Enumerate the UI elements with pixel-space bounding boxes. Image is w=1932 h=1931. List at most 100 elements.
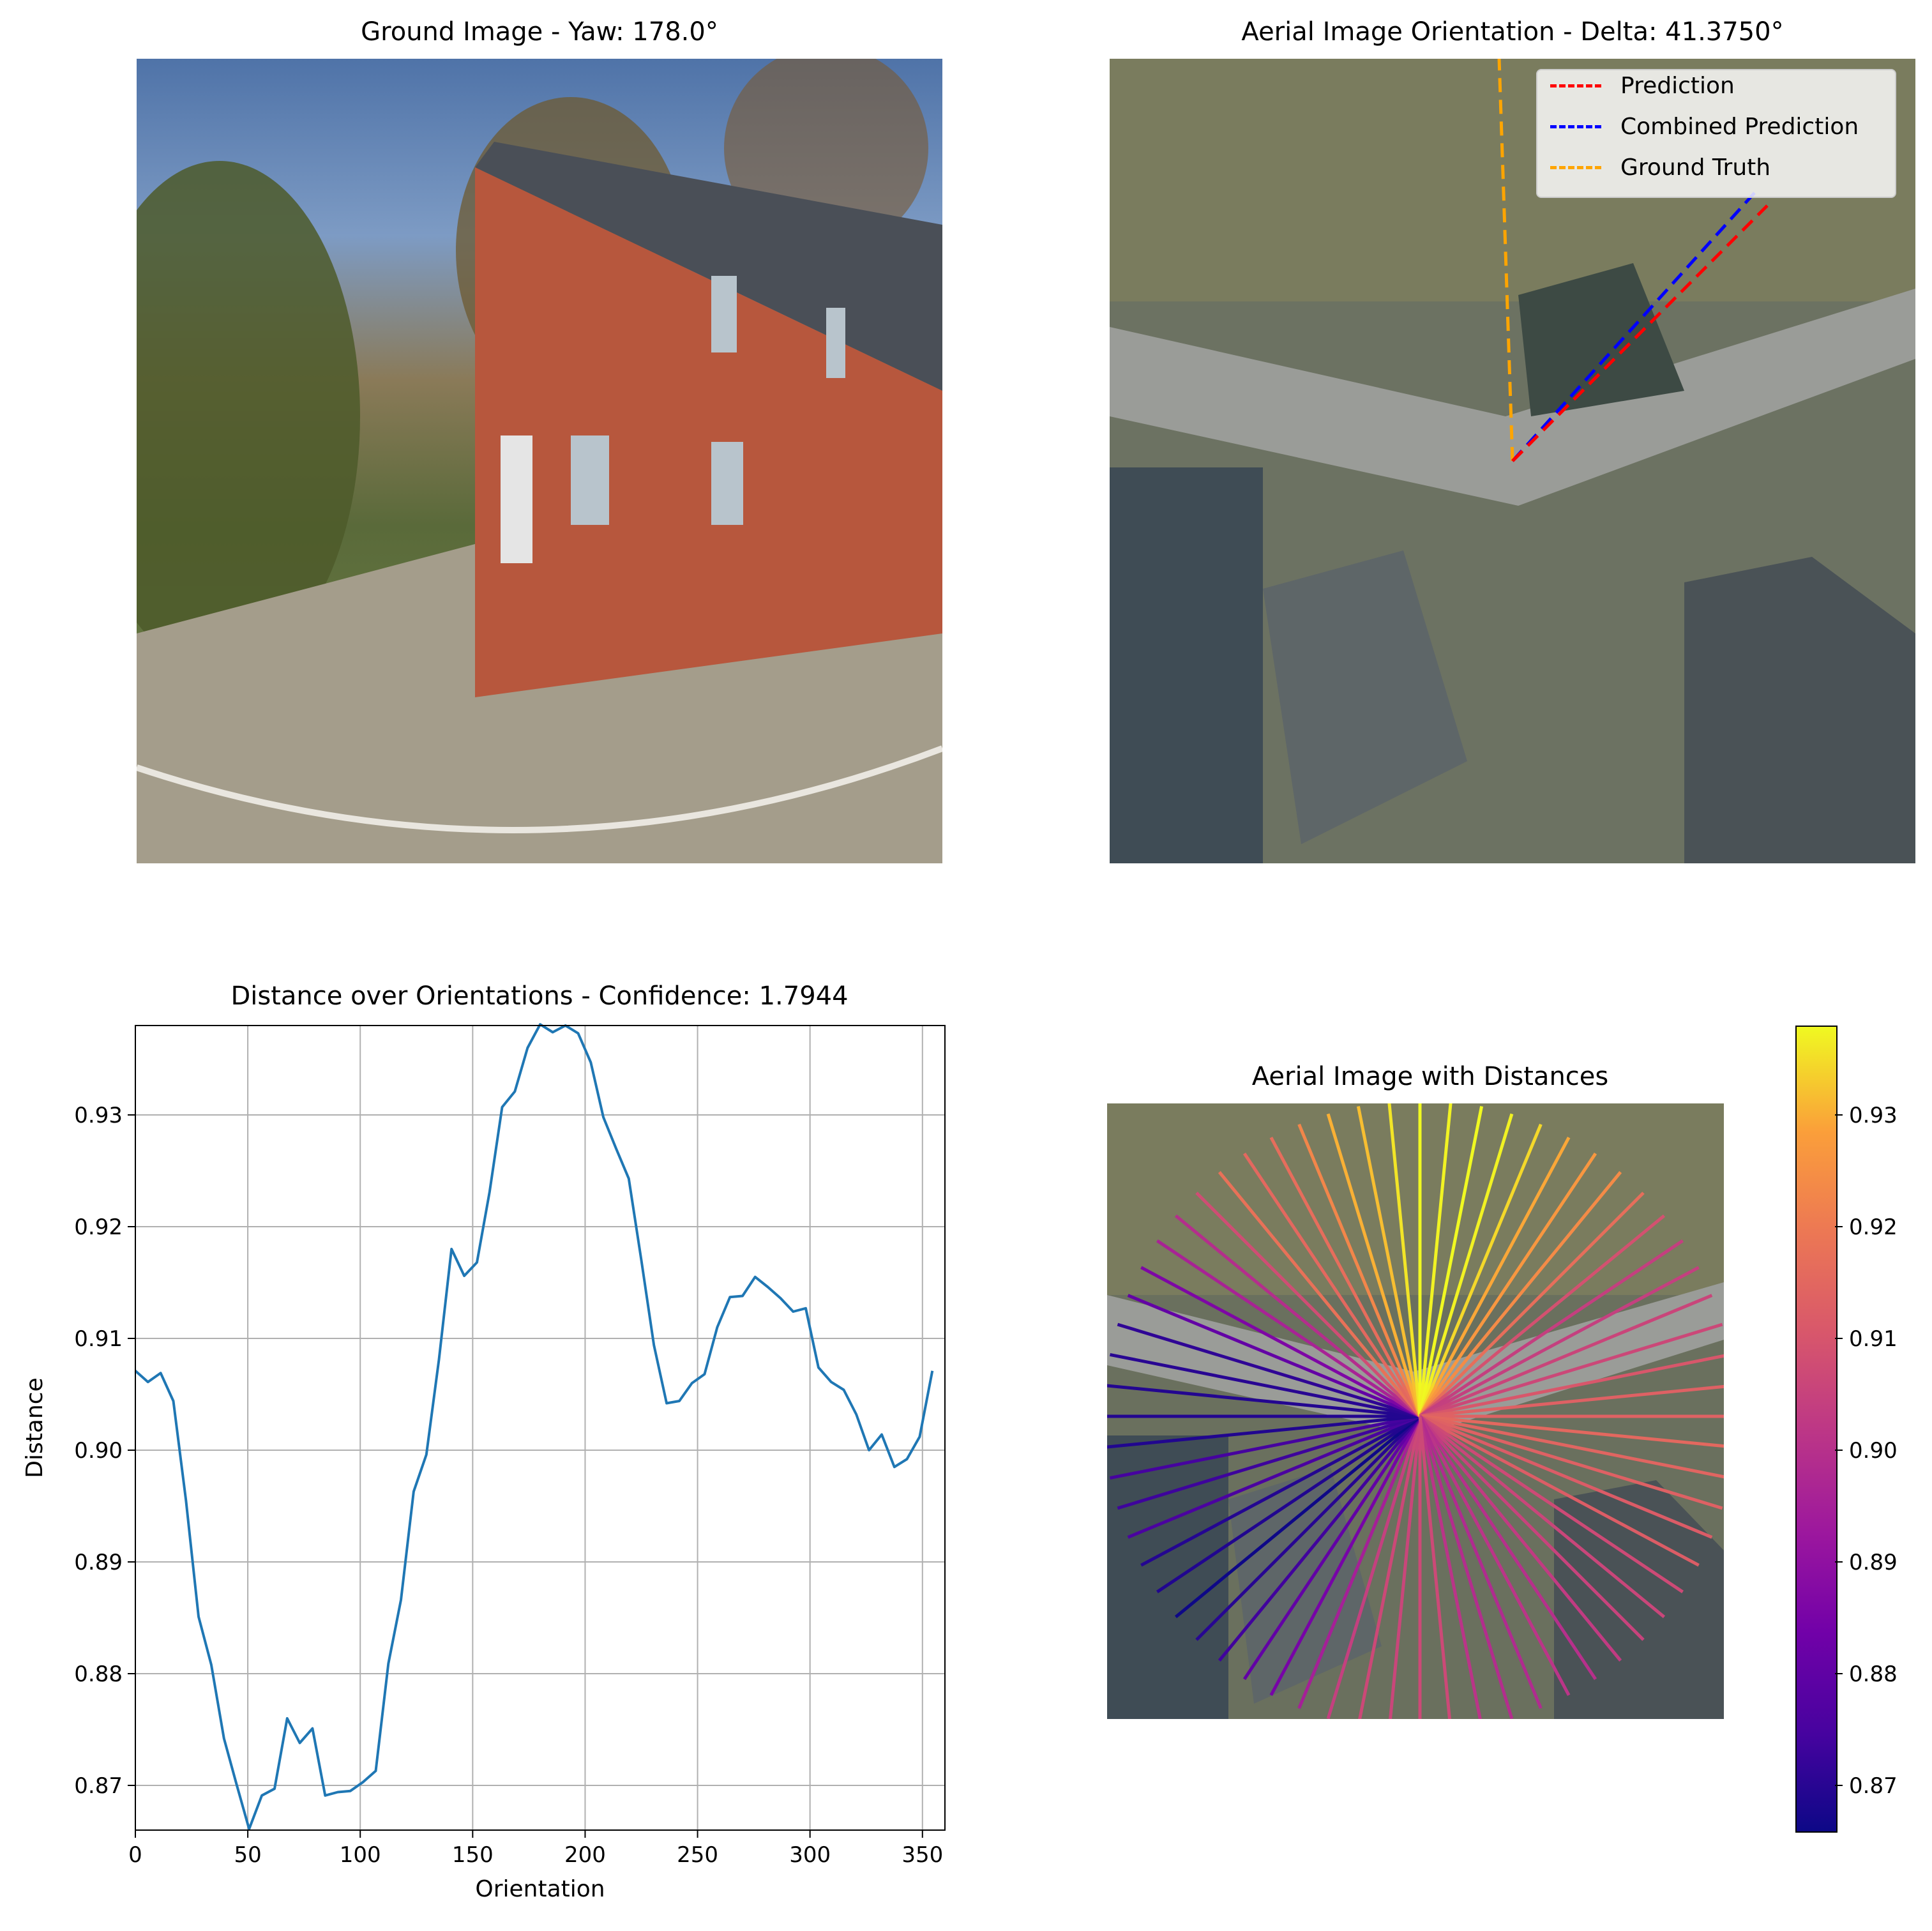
distance-ray	[1419, 1354, 1724, 1418]
distance-series-line	[134, 1023, 934, 1831]
distance-ray	[1419, 1414, 1723, 1510]
x-tick-label: 50	[234, 1842, 261, 1868]
legend-ground-truth-label: Ground Truth	[1620, 155, 1771, 181]
distance-ray	[1218, 1415, 1421, 1662]
distance-ray	[1326, 1416, 1422, 1719]
y-axis-label: Distance	[22, 1377, 48, 1478]
distance-ray	[1297, 1416, 1422, 1709]
colorbar-tick-label: 0.91	[1849, 1326, 1898, 1352]
distance-ray	[1218, 1170, 1421, 1418]
distance-ray	[1356, 1106, 1422, 1417]
x-tick-label: 350	[902, 1842, 943, 1868]
distance-rays	[1107, 1103, 1724, 1719]
x-tick-label: 300	[789, 1842, 831, 1868]
ground-image-drawing	[137, 59, 942, 863]
x-tick-label: 150	[452, 1842, 494, 1868]
distance-ray	[1419, 1414, 1700, 1567]
y-tick-label: 0.90	[74, 1438, 123, 1464]
legend-prediction-label: Prediction	[1620, 73, 1735, 99]
distance-ray	[1419, 1322, 1723, 1418]
x-tick-label: 100	[340, 1842, 381, 1868]
distance-ray	[1107, 1384, 1421, 1418]
distance-ray	[1174, 1415, 1421, 1619]
distance-ray	[1110, 1414, 1421, 1480]
plot-frame	[135, 1025, 946, 1831]
ground-truth-line	[1497, 59, 1514, 462]
distance-ray	[1419, 1415, 1622, 1662]
distance-ray	[1418, 1415, 1597, 1680]
distance-line-chart: 0 50 100 150 200 250 300 350 0.87 0.88 0.89 0.90 0.9…	[22, 1023, 946, 1902]
colorbar	[1795, 1026, 1838, 1833]
x-tick-label: 200	[564, 1842, 606, 1868]
distance-ray	[1269, 1137, 1422, 1418]
distance-ray	[1297, 1123, 1422, 1417]
legend-ground-truth-swatch	[1550, 166, 1601, 169]
distance-ray	[1419, 1414, 1684, 1594]
distance-ray	[1419, 1192, 1645, 1418]
distance-ray	[1418, 1106, 1484, 1417]
y-tick-label: 0.91	[74, 1326, 123, 1352]
y-tick-label: 0.89	[74, 1550, 123, 1575]
distance-ray	[1195, 1192, 1421, 1418]
aerial-distances-image	[1107, 1103, 1724, 1719]
colorbar-axis: 0.87 0.88 0.89 0.90 0.91 0.92 0.93	[1835, 1103, 1898, 1799]
distance-ray	[1174, 1214, 1421, 1418]
distance-ray	[1127, 1294, 1421, 1418]
distance-ray	[1419, 1294, 1713, 1418]
y-tick-label: 0.87	[74, 1773, 123, 1799]
combined-prediction-line	[1511, 192, 1756, 462]
distance-ray	[1117, 1414, 1421, 1510]
distance-ray	[1418, 1153, 1597, 1418]
ground-image-title: Ground Image - Yaw: 178.0°	[361, 17, 718, 47]
x-tick-label: 250	[677, 1842, 718, 1868]
y-tick-label: 0.88	[74, 1662, 123, 1687]
legend-combined-label: Combined Prediction	[1620, 114, 1859, 140]
aerial-orientation-title: Aerial Image Orientation - Delta: 41.375…	[1241, 17, 1784, 47]
aerial-image: Prediction Combined Prediction Ground Tr…	[1110, 59, 1915, 863]
distance-ray	[1195, 1415, 1421, 1641]
distance-ray	[1389, 1416, 1422, 1719]
colorbar-tick-label: 0.88	[1849, 1662, 1898, 1687]
distance-ray	[1419, 1384, 1724, 1418]
distance-ray	[1127, 1414, 1421, 1539]
colorbar-tick-label: 0.89	[1849, 1550, 1898, 1575]
distance-ray	[1326, 1113, 1422, 1417]
distance-ray	[1419, 1415, 1666, 1619]
distance-ray	[1242, 1153, 1422, 1418]
colorbar-tick-label: 0.92	[1849, 1215, 1898, 1240]
distance-ray	[1419, 1414, 1724, 1479]
distance-ray	[1117, 1322, 1421, 1418]
distance-ray	[1418, 1416, 1514, 1719]
distance-ray	[1269, 1415, 1422, 1696]
legend-combined-swatch	[1550, 125, 1601, 128]
distance-ray	[1418, 1416, 1543, 1709]
colorbar-tick-label: 0.93	[1849, 1103, 1898, 1128]
distance-ray	[1419, 1214, 1666, 1418]
y-tick-label: 0.93	[74, 1103, 123, 1128]
distance-ray	[1419, 1266, 1700, 1418]
distance-chart-title: Distance over Orientations - Confidence:…	[230, 981, 849, 1011]
distance-ray	[1418, 1103, 1453, 1417]
distance-ray	[1418, 1113, 1514, 1417]
x-axis-label: Orientation	[475, 1876, 605, 1902]
distance-ray	[1387, 1103, 1422, 1417]
x-tick-label: 0	[128, 1842, 142, 1868]
colorbar-tick-label: 0.87	[1849, 1773, 1898, 1799]
distance-ray	[1418, 1416, 1482, 1719]
distance-ray	[1140, 1414, 1421, 1567]
distance-ray	[1419, 1170, 1622, 1418]
distance-ray	[1418, 1123, 1543, 1417]
distance-ray	[1242, 1415, 1422, 1680]
aerial-distances-title: Aerial Image with Distances	[1251, 1062, 1609, 1091]
aerial-legend: Prediction Combined Prediction Ground Tr…	[1536, 69, 1896, 198]
legend-prediction-swatch	[1550, 84, 1601, 87]
distance-ray	[1156, 1414, 1421, 1594]
prediction-line	[1511, 204, 1769, 462]
ground-image	[137, 59, 942, 863]
distance-ray	[1156, 1239, 1421, 1418]
distance-ray	[1418, 1137, 1571, 1418]
distance-ray	[1418, 1416, 1451, 1719]
distance-ray	[1107, 1414, 1421, 1449]
distance-ray	[1140, 1266, 1421, 1418]
distance-ray	[1419, 1414, 1713, 1539]
